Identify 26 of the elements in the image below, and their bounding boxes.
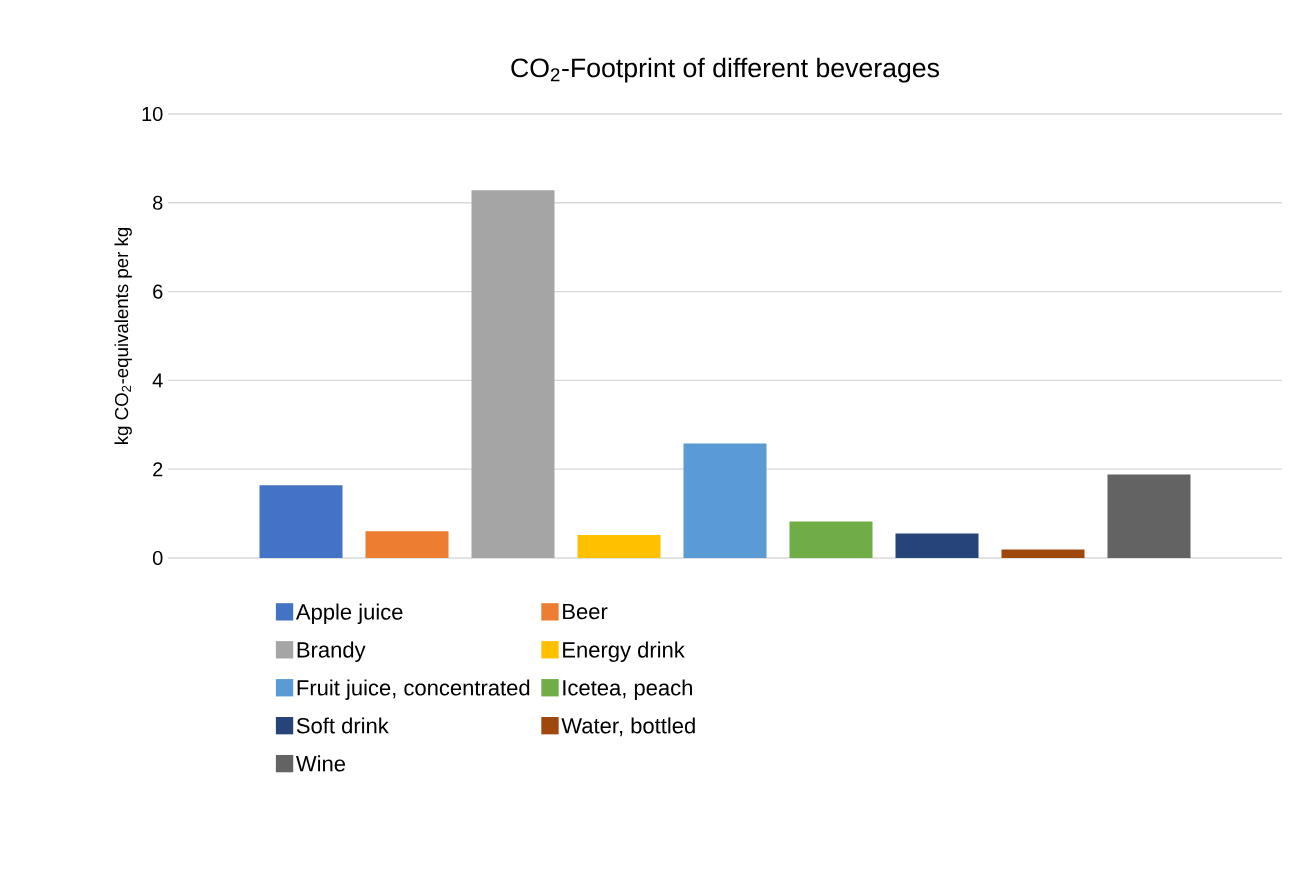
legend-label: Beer <box>563 603 608 620</box>
legend-label: Apple juice <box>295 603 403 625</box>
legend-label: Water, bottled <box>561 717 695 737</box>
y-tick-label: 8 <box>153 195 163 210</box>
legend-label: Energy drink <box>563 641 685 662</box>
legend-label: Brandy <box>297 641 366 662</box>
bar <box>471 190 555 558</box>
chart-title: CO$_{2}$-Footprint of different beverages <box>511 57 939 83</box>
bar <box>789 521 873 558</box>
y-tick-label: 10 <box>142 106 163 122</box>
bar <box>1107 474 1191 558</box>
legend-label: Wine <box>295 755 346 772</box>
y-tick-label: 4 <box>152 373 163 388</box>
bar <box>365 531 449 558</box>
bar <box>259 485 343 558</box>
y-axis-title: kg CO$_{2}$-equivalents per kg <box>114 227 132 445</box>
bar <box>683 443 767 558</box>
bar <box>577 534 661 558</box>
bar <box>1001 549 1085 558</box>
legend-label: Icetea, peach <box>563 679 692 700</box>
y-tick-label: 0 <box>152 550 163 566</box>
y-tick-label: 2 <box>153 462 163 477</box>
legend-label: Soft drink <box>296 717 389 734</box>
y-tick-label: 6 <box>153 284 163 299</box>
bar <box>895 533 979 558</box>
legend-label: Fruit juice, concentrated <box>297 679 530 700</box>
